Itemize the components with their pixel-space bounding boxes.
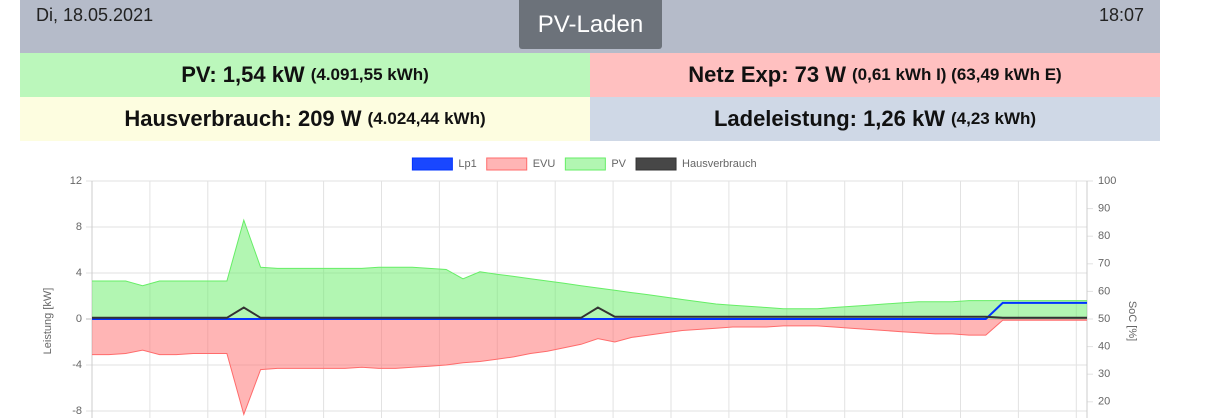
legend-label: EVU: [533, 158, 556, 170]
series-line: [92, 218, 1087, 310]
date: Di, 18.05.2021: [36, 5, 154, 25]
charge-power: Ladeleistung: 1,26 kW: [713, 106, 946, 131]
page-title: PV-Laden: [519, 0, 662, 49]
y2-tick-label: 60: [1098, 285, 1110, 297]
legend-swatch: [564, 157, 606, 171]
y-tick-label: 4: [76, 267, 82, 279]
y-tick-label: 12: [70, 175, 82, 187]
y2-tick-label: 80: [1098, 230, 1110, 242]
legend-label: PV: [611, 158, 626, 170]
legend-swatch: [635, 157, 677, 171]
series-line: [92, 319, 1087, 417]
legend-label: Hausverbrauch: [682, 158, 757, 170]
pv-power: PV: 1,54 kW: [181, 62, 305, 87]
legend-label: Lp1: [458, 158, 476, 170]
y2-axis-label: SoC [%]: [1126, 301, 1138, 341]
pv-energy: (4.091,55 kWh): [310, 65, 429, 84]
y-tick-label: -8: [72, 405, 82, 417]
y2-tick-label: 90: [1098, 203, 1110, 215]
y-tick-label: -4: [72, 359, 82, 371]
y2-tick-label: 20: [1098, 396, 1110, 408]
y2-tick-label: 70: [1098, 258, 1110, 270]
grid-box: Netz Exp: 73 W (0,61 kWh I) (63,49 kWh E…: [590, 53, 1160, 97]
series-line: [92, 306, 1087, 319]
header-bar: Di, 18.05.2021 PV-Laden 18:07: [20, 0, 1160, 53]
chart: Leistung [kW] SoC [%] 12840-4-8100908070…: [42, 157, 1138, 418]
charge-energy: (4,23 kWh): [951, 109, 1037, 128]
area-fill: [92, 220, 1087, 319]
pv-box: PV: 1,54 kW (4.091,55 kWh): [20, 53, 590, 97]
time: 18:07: [1098, 5, 1144, 25]
house-power: Hausverbrauch: 209 W: [124, 106, 362, 131]
grid-power: Netz Exp: 73 W: [688, 62, 846, 87]
area-fill: [92, 319, 1087, 415]
y-tick-label: 0: [76, 313, 82, 325]
info-row: Hausverbrauch: 209 W (4.024,44 kWh) Lade…: [20, 97, 1160, 141]
legend-swatch: [486, 157, 528, 171]
house-energy: (4.024,44 kWh): [367, 109, 486, 128]
y2-tick-label: 50: [1098, 313, 1110, 325]
charge-box: Ladeleistung: 1,26 kW (4,23 kWh): [590, 97, 1160, 141]
legend-swatch: [411, 157, 453, 171]
y-tick-label: 8: [76, 221, 82, 233]
info-row: PV: 1,54 kW (4.091,55 kWh) Netz Exp: 73 …: [20, 53, 1160, 97]
y-axis-label: Leistung [kW]: [42, 288, 54, 355]
grid-energy: (0,61 kWh I) (63,49 kWh E): [851, 65, 1062, 84]
series-line: [92, 301, 1087, 320]
house-box: Hausverbrauch: 209 W (4.024,44 kWh): [20, 97, 590, 141]
y2-tick-label: 40: [1098, 341, 1110, 353]
y2-tick-label: 30: [1098, 368, 1110, 380]
y2-tick-label: 100: [1098, 175, 1116, 187]
